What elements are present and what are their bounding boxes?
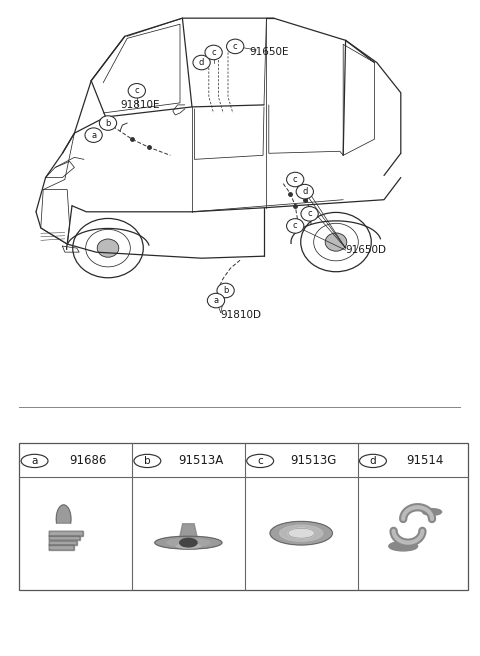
Polygon shape — [49, 546, 74, 550]
Polygon shape — [49, 541, 77, 545]
Text: c: c — [293, 222, 298, 230]
Text: d: d — [370, 456, 376, 466]
Text: 91513A: 91513A — [178, 455, 223, 468]
Text: a: a — [214, 296, 218, 305]
Text: 91513G: 91513G — [290, 455, 336, 468]
Text: 91514: 91514 — [406, 455, 444, 468]
Circle shape — [296, 184, 313, 199]
Text: d: d — [302, 187, 308, 196]
Ellipse shape — [155, 536, 222, 549]
Circle shape — [128, 83, 145, 98]
Circle shape — [99, 116, 117, 131]
Polygon shape — [56, 505, 71, 523]
Circle shape — [207, 293, 225, 308]
Circle shape — [193, 55, 210, 70]
Text: a: a — [91, 131, 96, 140]
Circle shape — [325, 233, 347, 251]
Circle shape — [180, 539, 197, 547]
Ellipse shape — [167, 539, 210, 546]
Text: c: c — [211, 48, 216, 57]
Polygon shape — [49, 531, 83, 535]
Text: 91810E: 91810E — [120, 100, 159, 110]
Ellipse shape — [279, 525, 323, 541]
Text: a: a — [31, 456, 38, 466]
Polygon shape — [49, 536, 80, 541]
Ellipse shape — [422, 508, 442, 515]
Text: d: d — [199, 58, 204, 67]
Circle shape — [217, 283, 234, 298]
Circle shape — [301, 207, 318, 221]
Text: 91686: 91686 — [69, 455, 106, 468]
Ellipse shape — [270, 522, 332, 545]
Circle shape — [21, 455, 48, 468]
Circle shape — [134, 455, 161, 468]
FancyBboxPatch shape — [19, 443, 468, 590]
Circle shape — [360, 455, 386, 468]
Text: b: b — [223, 286, 228, 295]
Text: 91810D: 91810D — [221, 310, 262, 319]
Ellipse shape — [177, 544, 201, 548]
Polygon shape — [180, 523, 197, 537]
Text: c: c — [307, 209, 312, 218]
Text: 91650D: 91650D — [346, 245, 386, 255]
Ellipse shape — [288, 528, 314, 538]
Circle shape — [247, 455, 274, 468]
Circle shape — [85, 128, 102, 142]
Ellipse shape — [389, 541, 418, 551]
Text: c: c — [233, 42, 238, 51]
Circle shape — [287, 173, 304, 187]
Circle shape — [97, 239, 119, 257]
Text: c: c — [257, 456, 263, 466]
Circle shape — [287, 218, 304, 233]
Text: 91650E: 91650E — [250, 47, 289, 58]
Circle shape — [227, 39, 244, 54]
Circle shape — [205, 45, 222, 60]
Text: b: b — [105, 119, 111, 127]
Text: c: c — [134, 87, 139, 95]
Text: b: b — [144, 456, 151, 466]
Text: c: c — [293, 175, 298, 184]
